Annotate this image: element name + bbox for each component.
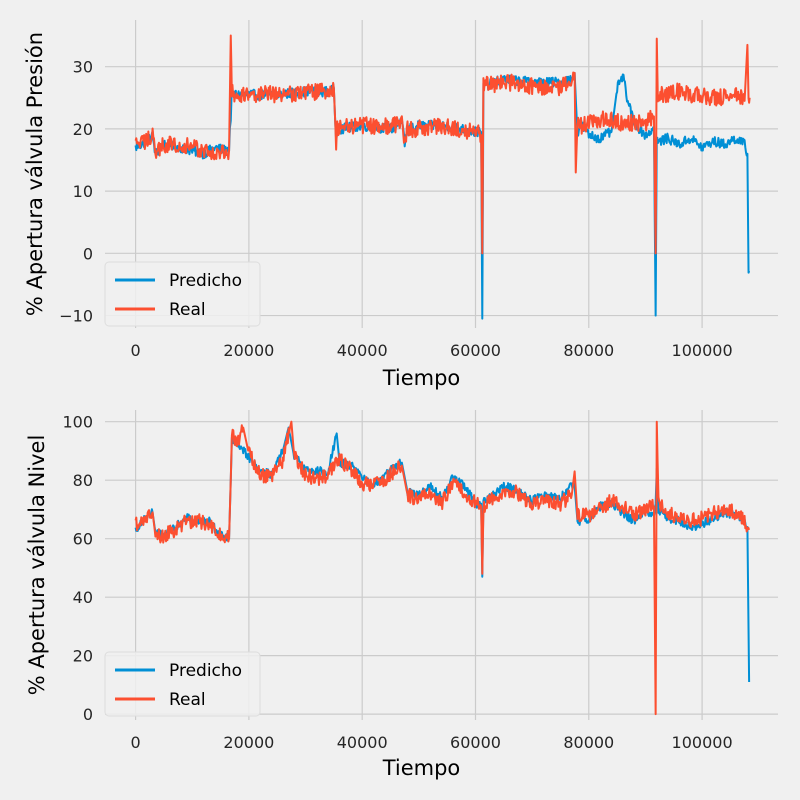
y-tick-label: 0 [83, 705, 93, 724]
x-tick-label: 40000 [337, 341, 388, 360]
x-tick-label: 40000 [337, 733, 388, 752]
y-tick-label: 40 [73, 588, 93, 607]
x-tick-label: 20000 [223, 341, 274, 360]
series-line-real [134, 34, 751, 255]
y-tick-label: 60 [73, 530, 93, 549]
y-tick-label: 100 [62, 413, 93, 432]
x-tick-label: 60000 [450, 341, 501, 360]
x-tick-label: 0 [130, 733, 140, 752]
y-axis-label: % Apertura válvula Presión [23, 32, 47, 316]
y-tick-label: 80 [73, 471, 93, 490]
legend: Predicho Real [104, 651, 261, 717]
x-tick-label: 0 [130, 341, 140, 360]
x-tick-label: 80000 [563, 341, 614, 360]
series-line-real [134, 420, 751, 716]
y-tick-label: 0 [83, 244, 93, 263]
x-tick-label: 20000 [223, 733, 274, 752]
y-tick-label: 30 [73, 58, 93, 77]
x-tick-label: 100000 [672, 341, 733, 360]
y-tick-label: 10 [73, 182, 93, 201]
y-tick-label: 20 [73, 120, 93, 139]
x-tick-label: 100000 [672, 733, 733, 752]
x-tick-label: 60000 [450, 733, 501, 752]
y-axis-label: % Apertura válvula Nivel [25, 435, 49, 696]
chart-panel-1: 0 20000 40000 60000 80000 100000 −10 0 10 20 30 Tie… [23, 20, 778, 390]
legend: Predicho Real [104, 261, 261, 327]
legend-label-real: Real [169, 300, 206, 320]
x-axis-label: Tiempo [382, 756, 461, 780]
y-tick-label: 20 [73, 647, 93, 666]
x-tick-label: 80000 [563, 733, 614, 752]
legend-label-predicho: Predicho [169, 661, 242, 681]
y-tick-label: −10 [59, 307, 93, 326]
chart-panel-2: 0 20000 40000 60000 80000 100000 0 20 40 60 80 100 T… [25, 410, 778, 780]
legend-label-real: Real [169, 690, 206, 710]
x-axis-label: Tiempo [382, 366, 461, 390]
legend-label-predicho: Predicho [169, 271, 242, 291]
